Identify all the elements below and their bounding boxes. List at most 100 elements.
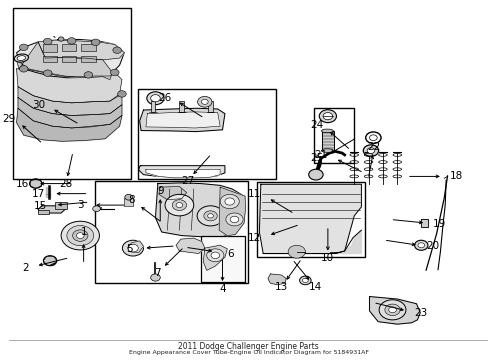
Text: 2011 Dodge Challenger Engine Parts: 2011 Dodge Challenger Engine Parts (178, 342, 319, 351)
Circle shape (113, 47, 121, 53)
Bar (150, 101, 155, 112)
Circle shape (67, 226, 94, 246)
Text: 23: 23 (413, 308, 427, 318)
Text: 9: 9 (157, 186, 163, 197)
Polygon shape (267, 274, 285, 285)
Text: 6: 6 (227, 248, 233, 258)
Circle shape (84, 72, 93, 78)
Circle shape (388, 307, 396, 313)
Text: 28: 28 (59, 179, 72, 189)
Bar (179, 101, 184, 112)
Text: 12: 12 (247, 233, 260, 243)
Text: 30: 30 (32, 100, 45, 110)
Circle shape (58, 37, 64, 41)
Circle shape (29, 179, 42, 188)
Circle shape (165, 194, 193, 216)
Ellipse shape (14, 54, 28, 62)
Bar (313, 108, 353, 163)
Text: 22: 22 (367, 142, 380, 152)
Circle shape (93, 206, 100, 212)
Text: 8: 8 (128, 195, 135, 205)
Text: 17: 17 (32, 189, 45, 199)
Circle shape (224, 198, 234, 205)
Text: 13: 13 (274, 282, 287, 292)
Bar (81, 44, 96, 51)
Circle shape (366, 148, 374, 153)
Text: 15: 15 (34, 201, 47, 211)
Circle shape (207, 214, 213, 218)
Bar (38, 210, 49, 214)
Bar (13, 8, 130, 179)
Polygon shape (259, 184, 361, 253)
Circle shape (302, 278, 307, 283)
Polygon shape (420, 220, 427, 226)
Circle shape (43, 70, 52, 76)
Circle shape (61, 221, 99, 250)
Bar (43, 56, 57, 62)
Circle shape (197, 206, 224, 226)
Circle shape (211, 252, 219, 258)
Bar (62, 56, 76, 62)
Bar (201, 236, 245, 282)
Bar (257, 182, 365, 257)
Circle shape (43, 256, 57, 266)
Circle shape (299, 276, 310, 285)
Text: 11: 11 (247, 189, 260, 199)
Polygon shape (219, 187, 245, 235)
Polygon shape (145, 112, 220, 128)
Polygon shape (17, 42, 112, 80)
Polygon shape (128, 241, 143, 252)
Text: 7: 7 (154, 267, 161, 278)
Circle shape (363, 145, 378, 156)
Bar (208, 101, 212, 112)
Text: 4: 4 (219, 284, 225, 294)
Bar (81, 56, 96, 62)
Circle shape (150, 95, 160, 102)
Circle shape (230, 216, 238, 223)
Circle shape (20, 44, 28, 50)
Text: 14: 14 (308, 282, 321, 292)
Ellipse shape (321, 129, 333, 133)
Text: 29: 29 (2, 114, 15, 124)
Circle shape (201, 99, 208, 104)
Polygon shape (17, 108, 122, 141)
Circle shape (118, 91, 126, 97)
Bar (138, 89, 275, 179)
Bar (43, 44, 57, 51)
Text: 18: 18 (449, 171, 462, 181)
Polygon shape (38, 206, 66, 213)
Circle shape (146, 92, 164, 105)
Polygon shape (176, 238, 204, 253)
Text: 26: 26 (158, 93, 171, 103)
Circle shape (43, 39, 52, 45)
Bar (55, 202, 67, 209)
Circle shape (378, 300, 405, 320)
Text: 24: 24 (309, 121, 323, 130)
Text: 20: 20 (425, 241, 438, 251)
Text: 2: 2 (22, 263, 28, 273)
Circle shape (150, 274, 160, 281)
Circle shape (124, 194, 132, 200)
Circle shape (76, 233, 84, 238)
Circle shape (323, 113, 332, 120)
Text: 5: 5 (126, 244, 133, 254)
Circle shape (225, 213, 243, 226)
Polygon shape (159, 186, 186, 200)
Text: 16: 16 (16, 179, 29, 189)
Polygon shape (18, 87, 122, 116)
Circle shape (122, 240, 143, 256)
Polygon shape (263, 230, 361, 253)
Text: 1: 1 (80, 227, 87, 237)
Polygon shape (17, 69, 122, 103)
Bar (124, 198, 133, 206)
Polygon shape (38, 40, 124, 60)
Bar (95, 181, 247, 283)
Polygon shape (139, 166, 224, 177)
Ellipse shape (321, 149, 333, 152)
Circle shape (206, 249, 224, 262)
Circle shape (220, 194, 239, 209)
Circle shape (287, 245, 305, 258)
Circle shape (308, 169, 323, 180)
Text: 3: 3 (77, 200, 83, 210)
Text: Engine Appearance Cover Tube-Engine Oil Indicator Diagram for 5184931AF: Engine Appearance Cover Tube-Engine Oil … (128, 350, 368, 355)
